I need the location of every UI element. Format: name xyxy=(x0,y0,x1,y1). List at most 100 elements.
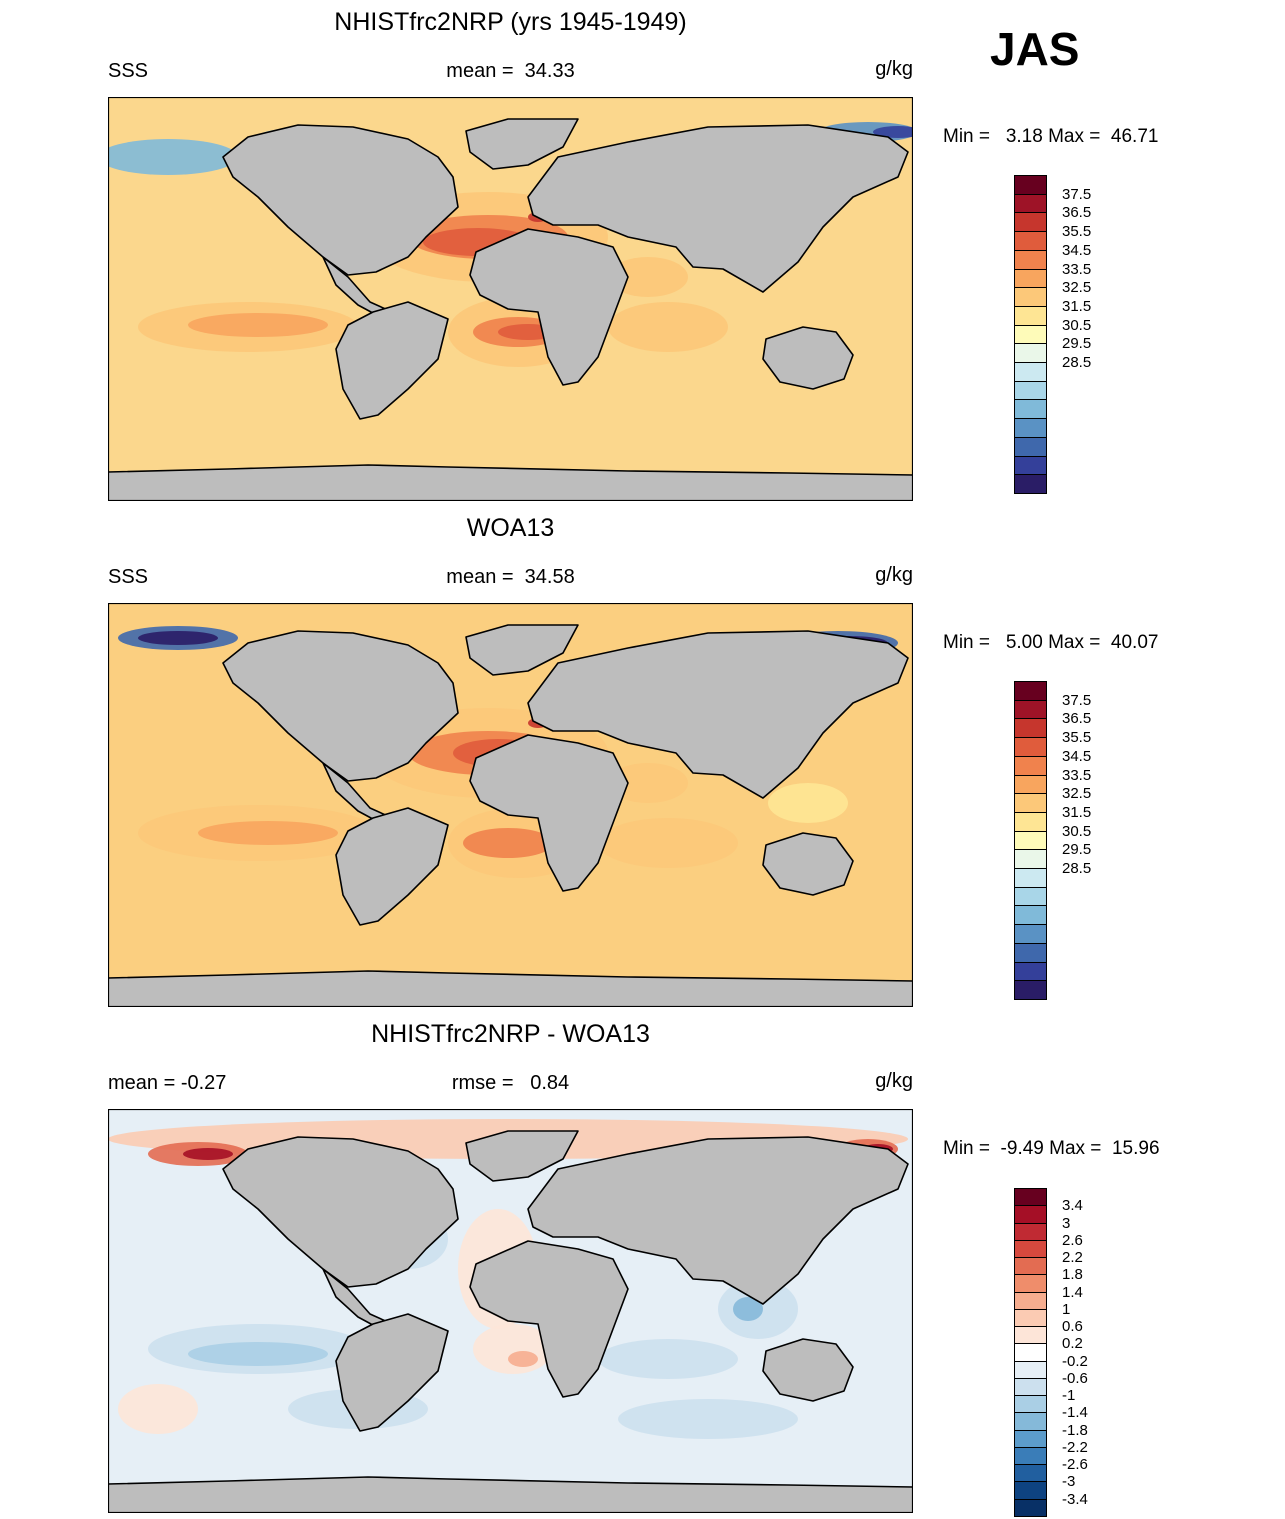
continent-landmass xyxy=(762,1338,854,1402)
continent-landmass xyxy=(527,630,909,799)
continent-landmass xyxy=(108,1476,913,1513)
world-map xyxy=(108,1109,913,1513)
continent-landmass xyxy=(465,1130,579,1182)
salinity-contour-region xyxy=(118,1384,198,1434)
colorbar-cell xyxy=(1014,699,1047,720)
salinity-contour-region xyxy=(768,783,848,823)
colorbar-cell xyxy=(1014,1395,1047,1414)
colorbar-tick-label: 0.2 xyxy=(1062,1335,1083,1353)
colorbar-cell xyxy=(1014,1481,1047,1500)
colorbar-cell xyxy=(1014,718,1047,739)
colorbar-cell xyxy=(1014,811,1047,832)
panel-units: g/kg xyxy=(875,58,913,80)
colorbar-tick-label: 31.5 xyxy=(1062,297,1092,315)
colorbar-tick-label: 30.5 xyxy=(1062,316,1092,334)
colorbar-cell xyxy=(1014,362,1047,382)
continent-landmass xyxy=(469,734,629,892)
colorbar-cell xyxy=(1014,886,1047,907)
colorbar-cell xyxy=(1014,1326,1047,1345)
colorbar-cell xyxy=(1014,1412,1047,1431)
map-frame xyxy=(108,97,913,501)
world-map xyxy=(108,603,913,1007)
salinity-contour-region xyxy=(733,1297,763,1321)
salinity-contour-region xyxy=(608,302,728,352)
colorbar-cell xyxy=(1014,793,1047,813)
world-map xyxy=(108,97,913,501)
salinity-contour-region xyxy=(463,828,553,858)
colorbar-tick-label: -3.4 xyxy=(1062,1490,1088,1508)
season-label: JAS xyxy=(990,23,1080,75)
continent-landmass xyxy=(222,124,459,276)
continent-landmass xyxy=(527,1136,909,1305)
colorbar-cell xyxy=(1014,305,1047,326)
colorbar-tick-label: 35.5 xyxy=(1062,223,1092,241)
salinity-contour-region xyxy=(188,1342,328,1366)
colorbar-tick-label: 29.5 xyxy=(1062,335,1092,353)
map-panel: NHISTfrc2NRP - WOA13 mean = -0.27 rmse = 0… xyxy=(0,1012,1285,1518)
colorbar-cell xyxy=(1014,1498,1047,1517)
salinity-contour-region xyxy=(108,139,238,175)
colorbar-cell xyxy=(1014,755,1047,776)
panel-min-max: Min = 5.00 Max = 40.07 xyxy=(943,632,1159,653)
colorbar-tick-label: 33.5 xyxy=(1062,766,1092,784)
colorbar-tick-label: 37.5 xyxy=(1062,691,1092,709)
colorbar-cell xyxy=(1014,961,1047,982)
panel-units: g/kg xyxy=(875,1070,913,1092)
colorbar-tick-label: -1.4 xyxy=(1062,1404,1088,1422)
colorbar-cell xyxy=(1014,1360,1047,1379)
colorbar-tick-label: 2.6 xyxy=(1062,1231,1083,1249)
colorbar-tick-label: 30.5 xyxy=(1062,822,1092,840)
colorbar-tick-label: 2.2 xyxy=(1062,1249,1083,1267)
colorbar-cell xyxy=(1014,942,1047,963)
colorbar-tick-label: 32.5 xyxy=(1062,279,1092,297)
colorbar-cell xyxy=(1014,1377,1047,1397)
panel-title: WOA13 xyxy=(466,514,555,542)
salinity-contour-region xyxy=(188,313,328,337)
colorbar-cell xyxy=(1014,1222,1047,1241)
colorbar-cell xyxy=(1014,980,1047,1000)
colorbar-cell xyxy=(1014,681,1047,701)
colorbar-tick-label: 32.5 xyxy=(1062,785,1092,803)
colorbar-tick-label: 34.5 xyxy=(1062,747,1092,765)
continent-landmass xyxy=(335,807,449,926)
colorbar-tick-label: -1 xyxy=(1062,1387,1076,1405)
colorbar-tick-label: 1 xyxy=(1062,1300,1071,1318)
continent-landmass xyxy=(335,1313,449,1432)
map-panel: WOA13 SSS mean = 34.58 g/kg Min = 5.00 Max =… xyxy=(0,506,1285,1012)
colorbar-cell xyxy=(1014,830,1047,851)
colorbar-cell xyxy=(1014,1291,1047,1310)
colorbar-tick-label: 0.6 xyxy=(1062,1318,1083,1336)
colorbar-cell xyxy=(1014,1205,1047,1224)
colorbar-cell xyxy=(1014,231,1047,251)
colorbar-tick-label: 1.8 xyxy=(1062,1266,1083,1284)
colorbar-cell xyxy=(1014,418,1047,438)
panel-min-max: Min = 3.18 Max = 46.71 xyxy=(943,126,1159,147)
colorbar-cell xyxy=(1014,324,1047,345)
continent-landmass xyxy=(469,228,629,386)
continent-landmass xyxy=(335,301,449,420)
colorbar-tick-label: 29.5 xyxy=(1062,841,1092,859)
panel-title: NHISTfrc2NRP - WOA13 xyxy=(371,1020,650,1048)
continent-landmass xyxy=(469,1240,629,1398)
salinity-contour-region xyxy=(608,257,688,297)
colorbar-cell xyxy=(1014,212,1047,233)
colorbar-tick-label: 36.5 xyxy=(1062,710,1092,728)
colorbar-cell xyxy=(1014,193,1047,214)
colorbar-cell xyxy=(1014,1343,1047,1362)
salinity-contour-region xyxy=(598,1339,738,1379)
colorbar-tick-label: 37.5 xyxy=(1062,185,1092,203)
colorbar-cell xyxy=(1014,380,1047,401)
salinity-contour-region xyxy=(138,631,218,645)
salinity-contour-region xyxy=(608,763,688,803)
colorbar-cell xyxy=(1014,1188,1047,1207)
panel-left-string: mean = -0.27 xyxy=(108,1072,227,1094)
panel-center-string: mean = 34.58 xyxy=(446,566,575,588)
colorbar-cell xyxy=(1014,287,1047,307)
colorbar-tick-label: -0.2 xyxy=(1062,1352,1088,1370)
colorbar-cell xyxy=(1014,924,1047,944)
colorbar-cell xyxy=(1014,268,1047,289)
salinity-contour-region xyxy=(198,821,338,845)
colorbar-tick-label: 34.5 xyxy=(1062,241,1092,259)
panel-min-max: Min = -9.49 Max = 15.96 xyxy=(943,1138,1160,1159)
colorbar-cell xyxy=(1014,868,1047,888)
